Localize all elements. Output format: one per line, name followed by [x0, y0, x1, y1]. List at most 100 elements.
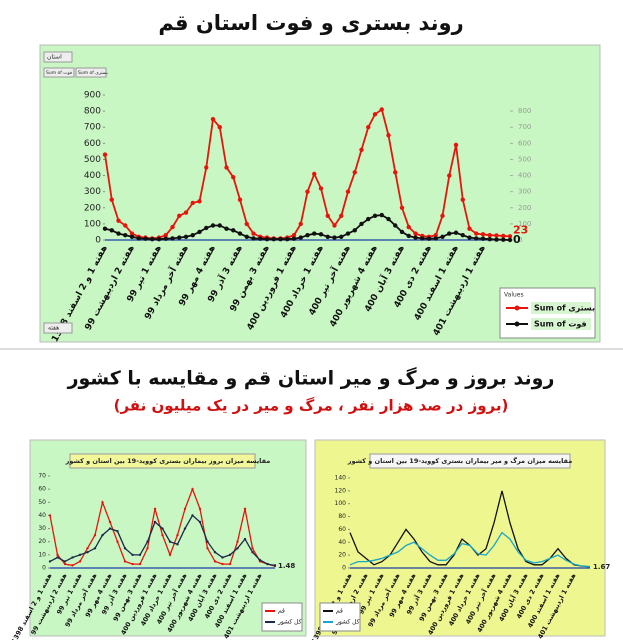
point: [487, 236, 492, 242]
y2-tick-label: 300: [518, 188, 531, 196]
point: [494, 233, 499, 238]
point: [312, 171, 317, 177]
legend-marker: [514, 305, 520, 311]
point: [447, 173, 452, 178]
point: [190, 232, 195, 238]
legend-title: Values: [504, 292, 524, 299]
point: [264, 236, 270, 242]
point: [467, 235, 472, 240]
legend-chip: [531, 302, 591, 314]
point: [116, 231, 121, 236]
point: [251, 231, 256, 236]
point: [244, 234, 249, 239]
point: [460, 232, 465, 238]
point: [170, 236, 175, 241]
section-note: (بروز در صد هزار نفر ، مرگ و میر در یک م…: [114, 397, 509, 415]
axis-field-button[interactable]: [43, 322, 73, 334]
point: [352, 170, 357, 175]
point: [244, 221, 249, 227]
point: [136, 236, 141, 241]
point: [453, 142, 459, 148]
point: [197, 229, 202, 235]
point: [266, 562, 269, 566]
point: [224, 226, 229, 231]
point: [440, 234, 445, 239]
y-tick-label: 500: [84, 155, 101, 165]
point: [221, 556, 224, 559]
y2-tick-label: 400: [518, 172, 531, 180]
point: [86, 551, 89, 554]
chart-title: مقایسه میزان بروز بیماران بستری کووید-19…: [65, 457, 271, 465]
point: [56, 553, 59, 557]
point: [78, 553, 82, 557]
point: [237, 197, 243, 202]
title-box: [369, 453, 571, 469]
point: [413, 235, 418, 240]
point: [102, 226, 108, 231]
point: [406, 224, 411, 230]
point: [177, 213, 182, 219]
point: [251, 236, 256, 241]
y-tick-label: 100: [335, 500, 347, 507]
legend-chip: [531, 318, 591, 330]
point: [291, 236, 297, 241]
field-button[interactable]: [75, 67, 107, 78]
point: [161, 533, 164, 537]
point: [332, 223, 337, 228]
legend-box: [261, 602, 303, 632]
point: [372, 112, 378, 117]
point: [109, 228, 114, 233]
point: [359, 221, 364, 227]
point: [56, 556, 59, 559]
point: [236, 540, 239, 543]
point: [198, 520, 202, 524]
end-label: 23: [513, 223, 528, 236]
point: [71, 564, 74, 567]
point: [183, 507, 187, 511]
point: [467, 226, 472, 231]
series-line: [349, 531, 591, 568]
point: [372, 213, 378, 219]
point: [63, 562, 67, 566]
point: [386, 133, 391, 138]
point: [366, 125, 371, 130]
point: [332, 235, 337, 240]
point: [312, 231, 317, 236]
point: [447, 231, 452, 236]
point: [116, 218, 121, 223]
point: [251, 551, 254, 554]
point: [420, 236, 425, 241]
point: [393, 170, 398, 175]
title-box: [69, 453, 256, 469]
point: [48, 560, 52, 563]
point: [138, 562, 142, 566]
y-tick-label: 10: [38, 551, 46, 558]
point: [129, 231, 135, 236]
field-button[interactable]: [43, 67, 75, 78]
legend-label: کل کشور: [335, 619, 360, 626]
point: [217, 223, 222, 228]
end-label: 1.67: [593, 563, 610, 571]
point: [433, 236, 438, 241]
filter-button[interactable]: [43, 51, 73, 63]
point: [243, 507, 247, 511]
filter-label: استان: [47, 54, 62, 61]
point: [325, 234, 330, 239]
point: [150, 236, 155, 242]
point: [156, 236, 162, 242]
point: [399, 205, 405, 210]
point: [170, 224, 175, 230]
point: [177, 235, 182, 240]
point: [183, 234, 189, 239]
section-title: روند بروز و مرگ و میر استان قم و مقایسه …: [67, 367, 555, 390]
point: [138, 553, 142, 557]
point: [183, 527, 187, 530]
point: [206, 540, 209, 543]
y-tick-label: 0: [342, 565, 346, 572]
point: [305, 232, 310, 238]
y2-tick-label: 100: [518, 220, 531, 228]
point: [153, 507, 157, 511]
y-tick-label: 300: [84, 187, 101, 197]
y-tick-label: 40: [38, 512, 46, 519]
